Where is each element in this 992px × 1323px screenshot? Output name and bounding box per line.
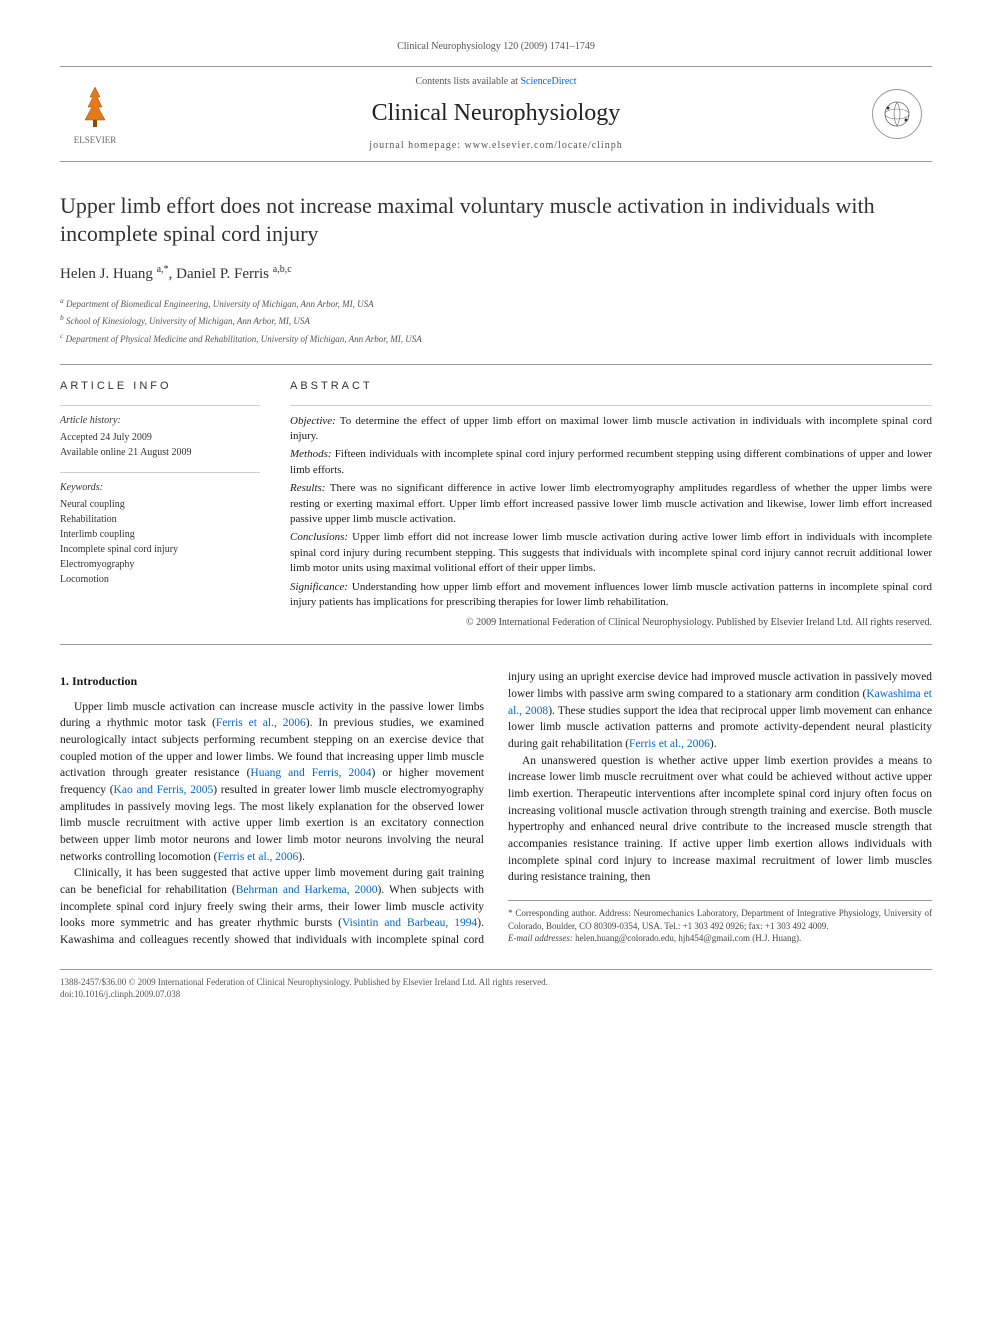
- citation-link[interactable]: Ferris et al., 2006: [217, 851, 298, 863]
- abstract-section-label: Conclusions:: [290, 531, 348, 543]
- affiliations: a Department of Biomedical Engineering, …: [60, 295, 932, 347]
- keyword-item: Rehabilitation: [60, 512, 260, 527]
- keywords-label: Keywords:: [60, 481, 260, 495]
- keyword-item: Neural coupling: [60, 497, 260, 512]
- section-heading-intro: 1. Introduction: [60, 673, 484, 690]
- email-label: E-mail addresses:: [508, 933, 573, 943]
- abstract-section-label: Objective:: [290, 415, 336, 427]
- affiliation-item: b School of Kinesiology, University of M…: [60, 312, 932, 329]
- body-text: ).: [710, 738, 717, 750]
- abstract-section: Conclusions: Upper limb effort did not i…: [290, 530, 932, 576]
- author-list: Helen J. Huang a,*, Daniel P. Ferris a,b…: [60, 263, 932, 285]
- abstract-section-text: There was no significant difference in a…: [290, 482, 932, 525]
- intro-paragraph-1: Upper limb muscle activation can increas…: [60, 699, 484, 866]
- society-logo-block: [862, 89, 932, 139]
- article-body: 1. Introduction Upper limb muscle activa…: [60, 669, 932, 948]
- citation-link[interactable]: Behrman and Harkema, 2000: [236, 884, 378, 896]
- publisher-label: ELSEVIER: [74, 134, 117, 147]
- abstract: ABSTRACT Objective: To determine the eff…: [290, 379, 932, 630]
- affiliation-item: c Department of Physical Medicine and Re…: [60, 330, 932, 347]
- article-history: Article history: Accepted 24 July 2009 A…: [60, 414, 260, 460]
- online-date: Available online 21 August 2009: [60, 445, 260, 460]
- abstract-copyright: © 2009 International Federation of Clini…: [290, 616, 932, 630]
- abstract-section-text: Fifteen individuals with incomplete spin…: [290, 448, 932, 475]
- citation-link[interactable]: Ferris et al., 2006: [629, 738, 710, 750]
- abstract-section: Methods: Fifteen individuals with incomp…: [290, 447, 932, 478]
- publisher-logo-block: ELSEVIER: [60, 82, 130, 147]
- citation-link[interactable]: Kao and Ferris, 2005: [114, 784, 214, 796]
- keywords-block: Keywords: Neural couplingRehabilitationI…: [60, 481, 260, 587]
- affiliation-item: a Department of Biomedical Engineering, …: [60, 295, 932, 312]
- journal-name: Clinical Neurophysiology: [130, 97, 862, 131]
- article-title: Upper limb effort does not increase maxi…: [60, 192, 932, 249]
- abstract-section-label: Results:: [290, 482, 325, 494]
- body-text: ).: [298, 851, 305, 863]
- intro-paragraph-3: An unanswered question is whether active…: [508, 753, 932, 886]
- elsevier-tree-icon: [70, 82, 120, 132]
- issn-copyright: 1388-2457/$36.00 © 2009 International Fe…: [60, 976, 932, 989]
- ifcn-logo-icon: [872, 89, 922, 139]
- journal-homepage: journal homepage: www.elsevier.com/locat…: [130, 139, 862, 153]
- citation-link[interactable]: Visintin and Barbeau, 1994: [342, 917, 477, 929]
- history-label: Article history:: [60, 414, 260, 428]
- keyword-item: Incomplete spinal cord injury: [60, 542, 260, 557]
- abstract-section: Results: There was no significant differ…: [290, 481, 932, 527]
- abstract-section-text: Understanding how upper limb effort and …: [290, 581, 932, 608]
- abstract-section-label: Significance:: [290, 581, 348, 593]
- keyword-item: Interlimb coupling: [60, 527, 260, 542]
- keyword-item: Electromyography: [60, 557, 260, 572]
- journal-masthead: ELSEVIER Contents lists available at Sci…: [60, 66, 932, 162]
- abstract-section: Objective: To determine the effect of up…: [290, 414, 932, 445]
- abstract-section-text: Upper limb effort did not increase lower…: [290, 531, 932, 574]
- sciencedirect-link[interactable]: ScienceDirect: [520, 76, 576, 87]
- abstract-section-label: Methods:: [290, 448, 332, 460]
- corresponding-author-footnote: * Corresponding author. Address: Neurome…: [508, 900, 932, 945]
- body-text: ). These studies support the idea that r…: [508, 705, 932, 750]
- accepted-date: Accepted 24 July 2009: [60, 430, 260, 445]
- info-abstract-block: ARTICLE INFO Article history: Accepted 2…: [60, 364, 932, 645]
- article-info: ARTICLE INFO Article history: Accepted 2…: [60, 379, 260, 630]
- corr-label: * Corresponding author.: [508, 908, 596, 918]
- contents-available: Contents lists available at ScienceDirec…: [130, 75, 862, 89]
- page-footer: 1388-2457/$36.00 © 2009 International Fe…: [60, 969, 932, 1001]
- citation-link[interactable]: Huang and Ferris, 2004: [250, 767, 371, 779]
- email-addresses: helen.huang@colorado.edu, hjh454@gmail.c…: [573, 933, 801, 943]
- abstract-section: Significance: Understanding how upper li…: [290, 580, 932, 611]
- abstract-heading: ABSTRACT: [290, 379, 932, 394]
- masthead-center: Contents lists available at ScienceDirec…: [130, 75, 862, 153]
- citation-link[interactable]: Ferris et al., 2006: [216, 717, 306, 729]
- keyword-item: Locomotion: [60, 572, 260, 587]
- contents-prefix: Contents lists available at: [415, 76, 520, 87]
- doi: doi:10.1016/j.clinph.2009.07.038: [60, 988, 932, 1001]
- citation-header: Clinical Neurophysiology 120 (2009) 1741…: [60, 40, 932, 54]
- article-info-heading: ARTICLE INFO: [60, 379, 260, 394]
- abstract-section-text: To determine the effect of upper limb ef…: [290, 415, 932, 442]
